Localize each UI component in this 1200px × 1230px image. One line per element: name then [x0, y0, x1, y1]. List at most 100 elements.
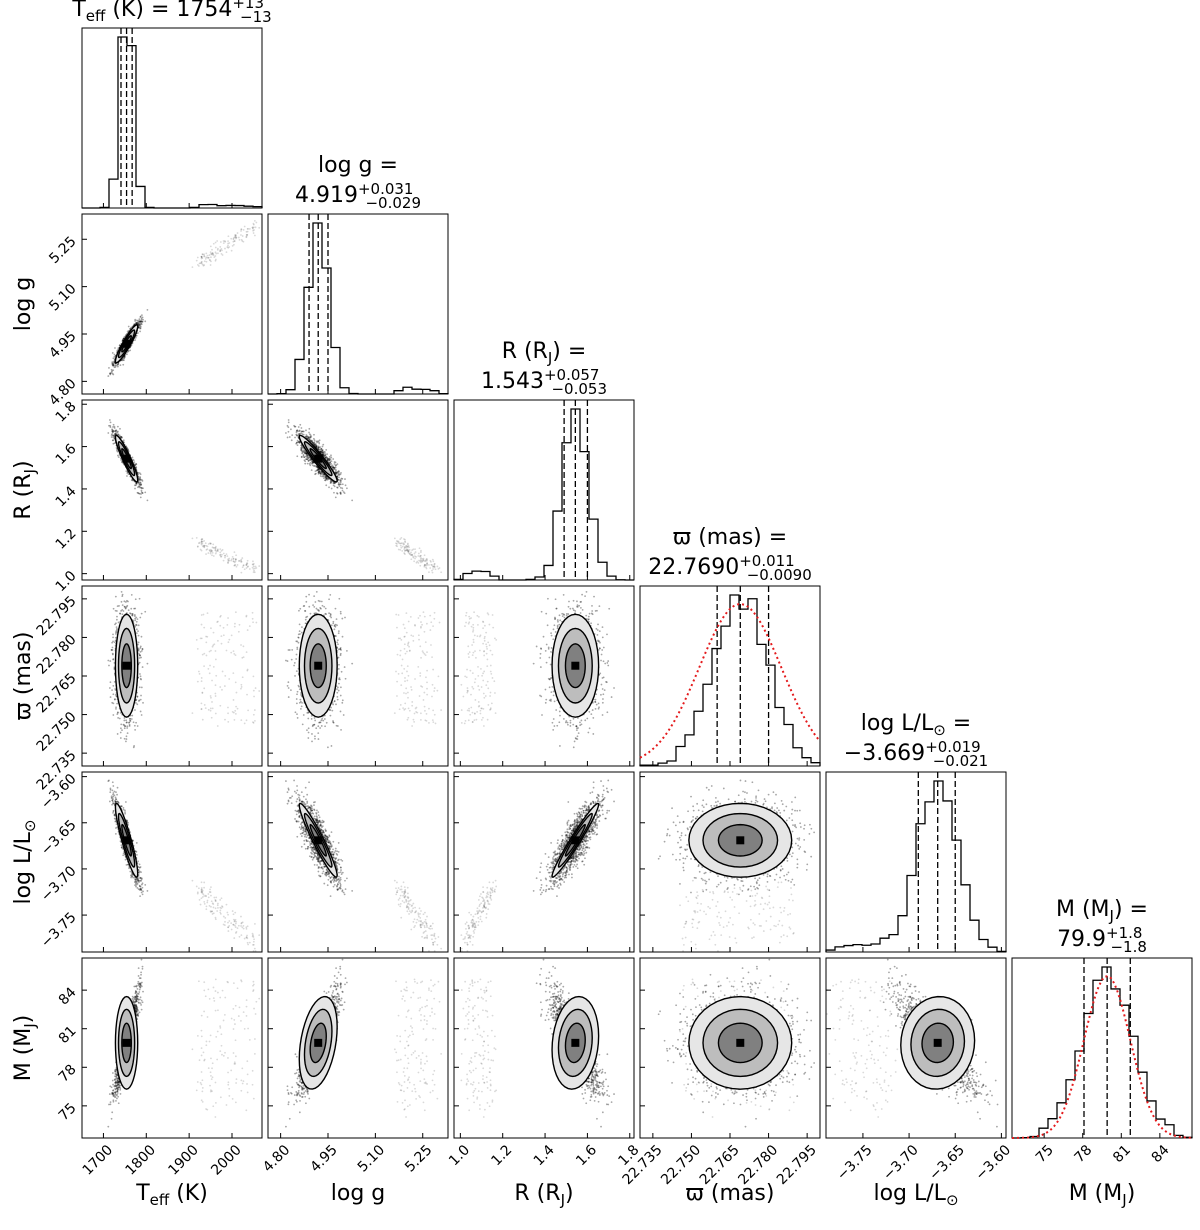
histogram-line	[453, 408, 634, 581]
sample-point	[307, 459, 310, 462]
sample-point-secondary	[409, 554, 412, 557]
sample-point-secondary	[200, 261, 203, 264]
sample-point	[311, 441, 314, 444]
sample-point-secondary	[431, 569, 433, 572]
sample-point-secondary	[203, 255, 206, 258]
sample-point	[130, 479, 133, 482]
sample-point-secondary	[219, 551, 222, 554]
sample-point-secondary	[200, 257, 203, 260]
sample-point	[111, 428, 113, 431]
sample-point	[307, 436, 310, 439]
sample-point	[312, 443, 315, 445]
sample-point-secondary	[405, 545, 408, 548]
sample-point	[139, 325, 142, 328]
sample-point-secondary	[406, 549, 409, 552]
sample-point-secondary	[400, 536, 403, 539]
sample-point	[341, 487, 344, 490]
sample-point	[316, 469, 319, 471]
sample-point	[141, 314, 143, 316]
sample-point	[344, 484, 347, 487]
sample-point-secondary	[419, 560, 422, 563]
sample-point	[317, 445, 320, 448]
sample-point	[287, 419, 290, 421]
sample-point	[311, 462, 314, 465]
sample-point-secondary	[211, 252, 214, 254]
sample-point-secondary	[413, 552, 416, 555]
sample-point	[138, 472, 141, 474]
sample-point	[139, 476, 141, 479]
sample-point	[138, 320, 141, 323]
sample-point-secondary	[252, 562, 255, 565]
sample-point-secondary	[210, 252, 213, 255]
sample-point	[287, 426, 290, 429]
sample-point-secondary	[232, 558, 235, 560]
sample-point-secondary	[403, 546, 406, 548]
sample-point	[135, 322, 138, 325]
sample-point	[330, 481, 332, 484]
sample-point	[317, 471, 320, 474]
sample-point	[140, 478, 143, 481]
sample-point-secondary	[423, 565, 426, 568]
sample-point	[339, 486, 342, 489]
sample-point-secondary	[211, 248, 213, 251]
sample-point	[310, 469, 313, 472]
sample-point	[315, 445, 318, 448]
sample-point	[317, 441, 320, 444]
sample-point-secondary	[191, 266, 194, 269]
sample-point-secondary	[424, 563, 426, 566]
sample-point	[111, 430, 114, 433]
sample-point-secondary	[396, 539, 398, 542]
sample-point-secondary	[258, 565, 261, 567]
sample-point-secondary	[406, 549, 408, 551]
sample-point-secondary	[233, 561, 236, 564]
sample-point	[134, 464, 137, 467]
sample-point-secondary	[200, 255, 203, 258]
sample-point-secondary	[200, 540, 203, 543]
sample-point	[112, 363, 114, 366]
sample-point	[137, 320, 140, 322]
sample-point-secondary	[252, 567, 255, 570]
sample-point	[112, 436, 115, 439]
sample-point-secondary	[214, 548, 217, 551]
sample-point-secondary	[397, 540, 400, 543]
sample-point-secondary	[234, 558, 237, 560]
sample-point-secondary	[253, 229, 255, 231]
sample-point	[311, 462, 313, 465]
sample-point-secondary	[420, 561, 422, 564]
sample-point	[137, 481, 140, 484]
sample-point	[112, 439, 115, 442]
sample-point	[140, 320, 142, 323]
sample-point	[319, 450, 322, 453]
sample-point	[333, 463, 336, 465]
sample-point	[339, 492, 342, 495]
sample-point	[117, 347, 120, 350]
sample-point-secondary	[228, 559, 231, 562]
sample-point	[337, 482, 340, 484]
sample-point	[335, 472, 338, 474]
sample-point	[139, 320, 142, 323]
sample-point-secondary	[396, 545, 399, 548]
sample-point	[334, 468, 337, 471]
sample-point-secondary	[209, 551, 212, 553]
sample-point	[321, 449, 324, 452]
sample-point	[337, 474, 339, 477]
sample-point	[126, 353, 128, 356]
sample-point-secondary	[408, 546, 410, 549]
sample-point-secondary	[396, 543, 398, 545]
sample-point	[109, 372, 112, 375]
sample-point	[313, 441, 316, 444]
sample-point	[324, 454, 327, 457]
sample-point-secondary	[231, 244, 234, 247]
sample-point-secondary	[201, 253, 204, 256]
sample-point-secondary	[240, 228, 243, 231]
sample-point	[322, 453, 325, 456]
sample-point-secondary	[207, 543, 210, 545]
sample-point	[314, 443, 317, 445]
sample-point	[110, 434, 113, 437]
sample-point	[312, 437, 315, 440]
sample-point	[112, 434, 115, 437]
sample-point	[334, 496, 337, 499]
sample-point	[336, 492, 338, 494]
sample-point	[117, 363, 120, 366]
sample-point	[307, 437, 310, 440]
